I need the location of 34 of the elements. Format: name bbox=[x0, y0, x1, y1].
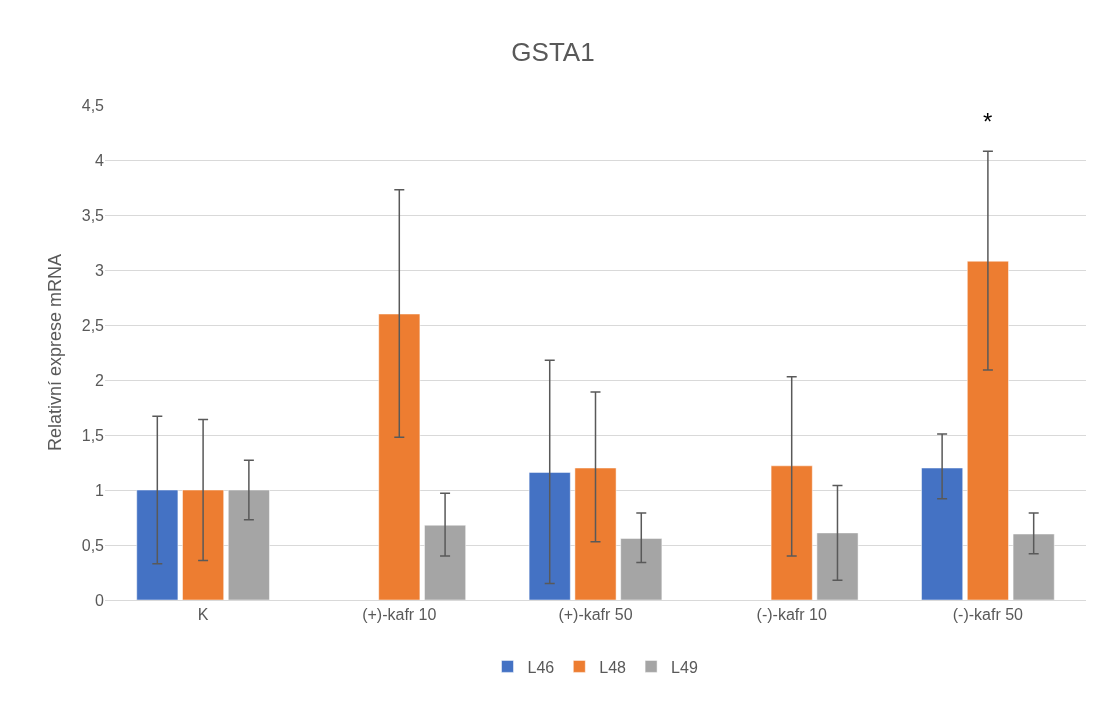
annotation: * bbox=[983, 108, 993, 135]
bar bbox=[921, 467, 963, 600]
bar bbox=[136, 489, 179, 600]
bar bbox=[528, 472, 571, 600]
y-tick-label: 3 bbox=[95, 261, 105, 279]
bar bbox=[378, 313, 421, 600]
bar bbox=[816, 532, 859, 600]
bar bbox=[770, 465, 813, 600]
x-tick-label: K bbox=[197, 606, 209, 624]
x-tick-label: (-)-kafr 10 bbox=[756, 606, 827, 624]
bar bbox=[1012, 533, 1055, 600]
legend-label: L46 bbox=[527, 658, 555, 676]
y-tick-label: 0,5 bbox=[81, 536, 105, 554]
x-tick-label: (-)-kafr 50 bbox=[952, 606, 1024, 624]
y-tick-label: 4,5 bbox=[81, 96, 105, 114]
y-axis-title: Relativní exprese mRNA bbox=[44, 253, 65, 452]
x-tick-label: (+)-kafr 10 bbox=[362, 606, 437, 624]
y-tick-label: 2,5 bbox=[81, 316, 105, 334]
bar bbox=[182, 489, 224, 600]
x-tick-label: (+)-kafr 50 bbox=[558, 606, 633, 624]
y-tick-label: 1 bbox=[95, 481, 105, 499]
bar bbox=[228, 489, 270, 600]
bar bbox=[967, 260, 1009, 600]
bar bbox=[424, 524, 466, 600]
legend-label: L49 bbox=[671, 658, 698, 676]
bar bbox=[574, 467, 617, 600]
y-tick-label: 4 bbox=[95, 151, 105, 169]
y-tick-label: 1,5 bbox=[81, 426, 105, 444]
y-tick-label: 2 bbox=[95, 371, 105, 389]
bar bbox=[620, 538, 663, 600]
chart-title: GSTA1 bbox=[511, 36, 595, 67]
y-tick-label: 0 bbox=[95, 591, 105, 609]
y-tick-label: 3,5 bbox=[81, 206, 105, 224]
legend-label: L48 bbox=[599, 658, 627, 676]
